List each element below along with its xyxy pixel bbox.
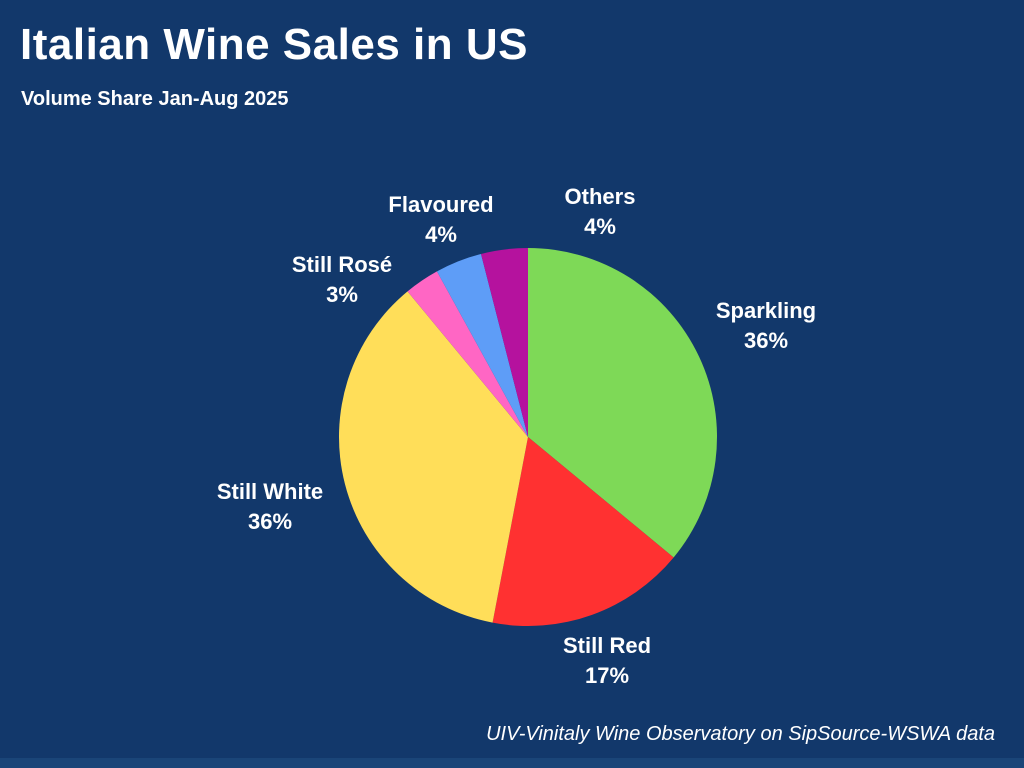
slice-name: Still Red [562, 633, 652, 658]
slice-label-sparkling: Sparkling 36% [716, 296, 816, 356]
pie-slice-flavoured [436, 253, 528, 437]
page-subtitle: Volume Share Jan-Aug 2025 [21, 88, 289, 110]
slice-value: 3% [326, 282, 358, 307]
slice-label-still-rose: Still Rosé 3% [292, 250, 392, 310]
source-note: UIV-Vinitaly Wine Observatory on SipSour… [486, 723, 995, 745]
slice-label-others: Others 4% [565, 182, 636, 242]
pie-slice-still-red [492, 437, 674, 626]
slice-name: Still Rosé [291, 252, 393, 277]
slice-name: Others [564, 184, 636, 209]
slice-name: Still White [216, 479, 324, 504]
slice-label-flavoured: Flavoured 4% [388, 190, 493, 250]
pie-slice-sparkling [528, 248, 718, 558]
slice-value: 4% [425, 222, 457, 247]
pie-slice-others [481, 248, 528, 437]
page-title: Italian Wine Sales in US [20, 20, 528, 69]
slice-value: 36% [247, 509, 293, 534]
pie-slice-still-ros- [407, 271, 528, 437]
bottom-accent-bar [0, 758, 1024, 768]
slice-value: 36% [743, 328, 789, 353]
slice-value: 17% [584, 663, 630, 688]
slice-label-still-white: Still White 36% [217, 477, 323, 537]
pie-slice-still-white [339, 291, 528, 623]
slice-name: Sparkling [715, 298, 817, 323]
slice-value: 4% [584, 214, 616, 239]
slice-name: Flavoured [388, 192, 494, 217]
slice-label-still-red: Still Red 17% [563, 631, 651, 691]
